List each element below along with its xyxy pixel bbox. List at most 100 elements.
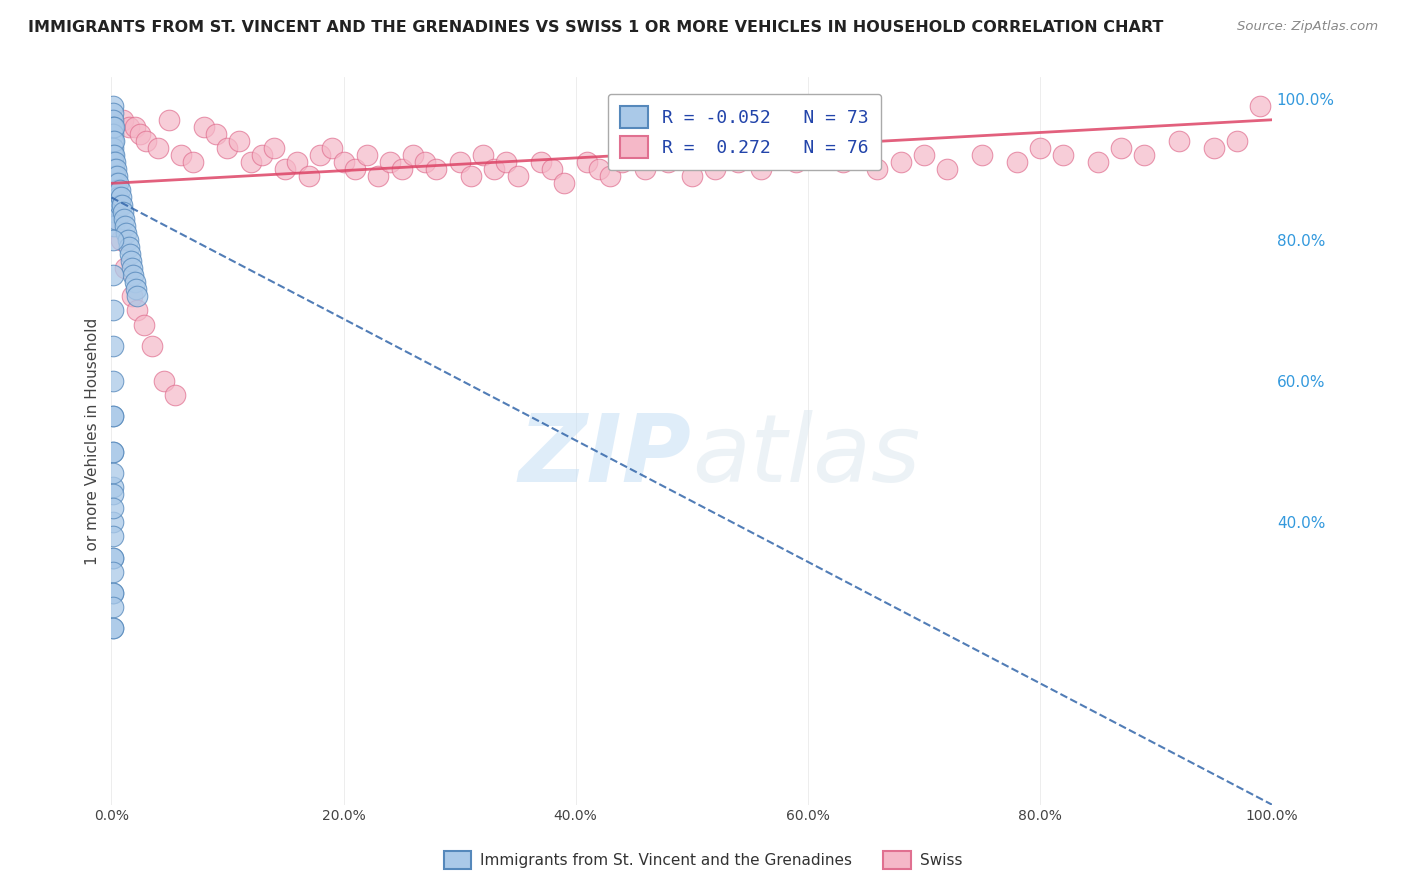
Point bbox=[1202, 141, 1225, 155]
Point bbox=[553, 177, 575, 191]
Point bbox=[103, 148, 125, 162]
Point bbox=[132, 318, 155, 332]
Point bbox=[103, 219, 125, 233]
Point bbox=[101, 515, 124, 529]
Point bbox=[866, 162, 889, 177]
Point bbox=[808, 148, 831, 162]
Point bbox=[101, 177, 124, 191]
Point bbox=[112, 211, 135, 226]
Point bbox=[101, 374, 124, 388]
Text: IMMIGRANTS FROM ST. VINCENT AND THE GRENADINES VS SWISS 1 OR MORE VEHICLES IN HO: IMMIGRANTS FROM ST. VINCENT AND THE GREN… bbox=[28, 20, 1164, 35]
Point bbox=[125, 289, 148, 303]
Point bbox=[165, 388, 187, 402]
Point bbox=[495, 155, 517, 169]
Point bbox=[936, 162, 959, 177]
Point bbox=[103, 120, 125, 134]
Point bbox=[115, 226, 138, 240]
Point bbox=[1052, 148, 1074, 162]
Point bbox=[101, 621, 124, 635]
Point bbox=[118, 247, 141, 261]
Point bbox=[785, 155, 807, 169]
Point bbox=[101, 183, 124, 197]
Point bbox=[1133, 148, 1156, 162]
Point bbox=[681, 169, 703, 184]
Point bbox=[111, 197, 134, 211]
Point bbox=[124, 275, 146, 289]
Point bbox=[1226, 134, 1249, 148]
Point bbox=[252, 148, 274, 162]
Point bbox=[727, 155, 749, 169]
Point bbox=[217, 141, 239, 155]
Point bbox=[1249, 98, 1271, 112]
Point bbox=[101, 98, 124, 112]
Point bbox=[471, 148, 494, 162]
Point bbox=[181, 155, 204, 169]
Point bbox=[135, 134, 157, 148]
Point bbox=[101, 162, 124, 177]
Point bbox=[657, 155, 679, 169]
Point bbox=[101, 148, 124, 162]
Point bbox=[610, 155, 633, 169]
Point bbox=[122, 268, 145, 282]
Point bbox=[105, 183, 128, 197]
Point bbox=[205, 127, 228, 141]
Point bbox=[541, 162, 564, 177]
Point bbox=[129, 127, 152, 141]
Point bbox=[103, 190, 125, 204]
Point bbox=[103, 134, 125, 148]
Point bbox=[274, 162, 297, 177]
Point bbox=[103, 204, 125, 219]
Point bbox=[121, 289, 143, 303]
Point bbox=[111, 112, 134, 127]
Point bbox=[146, 141, 169, 155]
Point bbox=[141, 339, 163, 353]
Point bbox=[321, 141, 343, 155]
Point bbox=[1168, 134, 1191, 148]
Point bbox=[105, 177, 128, 191]
Point bbox=[634, 162, 657, 177]
Point bbox=[104, 197, 127, 211]
Point bbox=[118, 120, 141, 134]
Point bbox=[889, 155, 911, 169]
Point bbox=[101, 487, 124, 501]
Point bbox=[506, 169, 529, 184]
Point bbox=[114, 261, 136, 276]
Point bbox=[108, 197, 131, 211]
Point bbox=[391, 162, 413, 177]
Point bbox=[125, 303, 148, 318]
Point bbox=[378, 155, 401, 169]
Point bbox=[101, 550, 124, 565]
Point bbox=[125, 282, 148, 296]
Point bbox=[588, 162, 610, 177]
Point bbox=[110, 190, 132, 204]
Point bbox=[298, 169, 321, 184]
Point bbox=[101, 466, 124, 480]
Point bbox=[101, 444, 124, 458]
Point bbox=[460, 169, 482, 184]
Text: atlas: atlas bbox=[692, 410, 920, 501]
Point bbox=[104, 183, 127, 197]
Point bbox=[101, 141, 124, 155]
Point bbox=[108, 183, 131, 197]
Point bbox=[101, 120, 124, 134]
Point bbox=[912, 148, 935, 162]
Legend: Immigrants from St. Vincent and the Grenadines, Swiss: Immigrants from St. Vincent and the Gren… bbox=[437, 845, 969, 875]
Point bbox=[107, 190, 129, 204]
Point bbox=[576, 155, 599, 169]
Point bbox=[367, 169, 389, 184]
Point bbox=[104, 155, 127, 169]
Point bbox=[1087, 155, 1109, 169]
Point bbox=[152, 374, 174, 388]
Point bbox=[103, 177, 125, 191]
Point bbox=[101, 444, 124, 458]
Point bbox=[703, 162, 725, 177]
Point bbox=[103, 162, 125, 177]
Point bbox=[193, 120, 215, 134]
Point bbox=[101, 339, 124, 353]
Point bbox=[263, 141, 285, 155]
Point bbox=[239, 155, 262, 169]
Point bbox=[104, 169, 127, 184]
Point bbox=[970, 148, 993, 162]
Point bbox=[413, 155, 436, 169]
Point bbox=[101, 586, 124, 600]
